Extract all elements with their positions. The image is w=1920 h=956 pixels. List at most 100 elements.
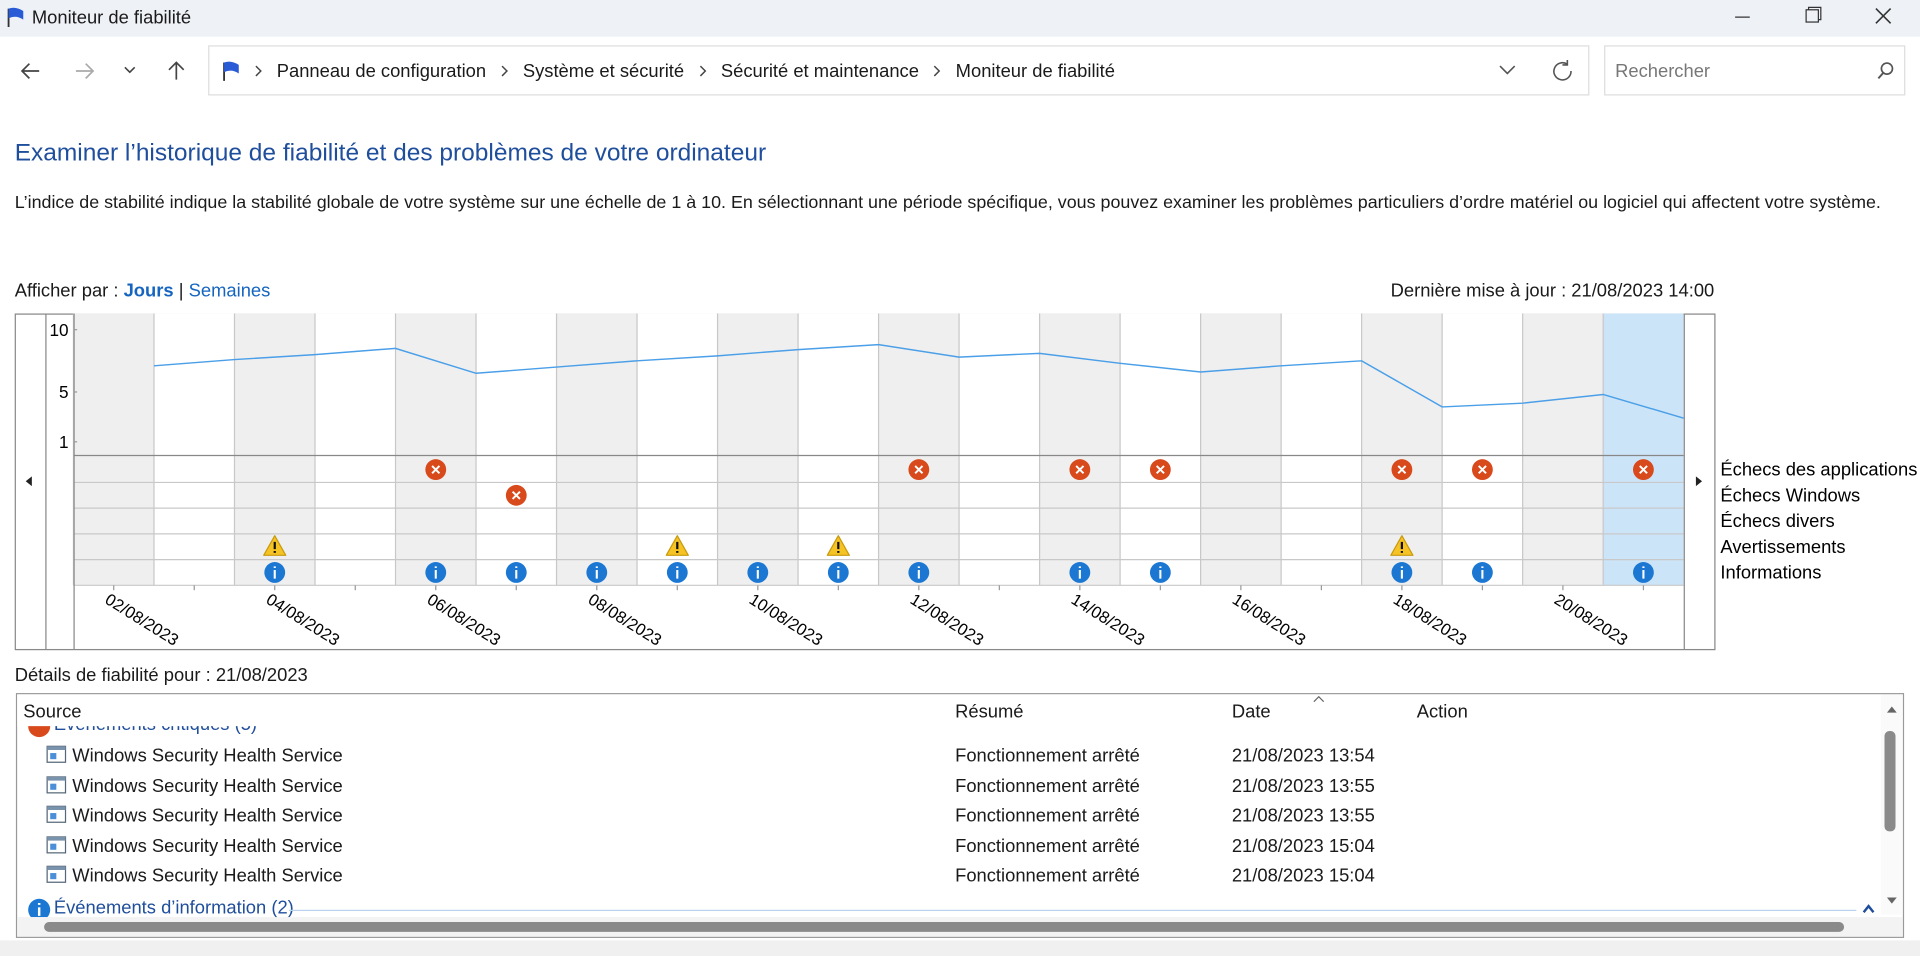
- day-column[interactable]: [959, 313, 1040, 586]
- details-table: Source Résumé Date Action Événements critiqu…: [15, 693, 1905, 938]
- crumb[interactable]: Moniteur de fiabilité: [955, 60, 1115, 82]
- collapse-button[interactable]: [1860, 901, 1877, 916]
- info-icon[interactable]: [666, 562, 688, 583]
- day-column[interactable]: [1522, 313, 1604, 586]
- day-column[interactable]: [153, 313, 235, 586]
- view-label: Afficher par :: [14, 280, 119, 302]
- cell[interactable]: Windows Security Health Service: [72, 865, 343, 887]
- error-icon[interactable]: [1149, 459, 1171, 481]
- day-column[interactable]: [315, 313, 396, 586]
- group-title[interactable]: Événements d’information (2): [53, 896, 294, 918]
- v-scroll-thumb[interactable]: [1884, 731, 1896, 832]
- scroll-left[interactable]: [25, 476, 32, 487]
- info-icon[interactable]: [1069, 562, 1091, 583]
- cell[interactable]: 21/08/2023 15:04: [1231, 865, 1375, 887]
- scroll-arrows[interactable]: [1881, 694, 1903, 914]
- column-header[interactable]: Résumé: [955, 701, 1024, 723]
- info-icon[interactable]: [747, 562, 769, 583]
- nav-buttons[interactable]: [12, 54, 196, 88]
- column-header[interactable]: Action: [1416, 701, 1468, 723]
- cell[interactable]: Windows Security Health Service: [72, 835, 343, 857]
- crumb-separator: [699, 65, 706, 77]
- group-rule: [288, 909, 1857, 911]
- group-icon: [28, 726, 51, 738]
- window-controls[interactable]: [1714, 0, 1920, 37]
- info-icon[interactable]: [505, 562, 527, 583]
- cell[interactable]: Fonctionnement arrêté: [955, 805, 1140, 827]
- error-icon[interactable]: [505, 484, 527, 506]
- day-column[interactable]: [476, 313, 557, 586]
- view-option[interactable]: Semaines: [188, 280, 271, 302]
- search-icon: [1877, 62, 1894, 80]
- day-column[interactable]: [73, 313, 154, 586]
- day-column[interactable]: [717, 313, 799, 586]
- error-icon[interactable]: [1069, 459, 1091, 481]
- cell[interactable]: Fonctionnement arrêté: [955, 745, 1140, 767]
- info-icon[interactable]: [827, 562, 849, 583]
- day-column[interactable]: [1120, 313, 1201, 586]
- cell[interactable]: Fonctionnement arrêté: [955, 775, 1140, 797]
- row-label: Échecs des applications: [1720, 459, 1917, 480]
- info-icon[interactable]: [425, 562, 447, 583]
- scroll-right[interactable]: [1695, 476, 1703, 487]
- table-header-bg: [17, 694, 1881, 727]
- day-column[interactable]: [1442, 313, 1523, 586]
- row-icon: [46, 835, 67, 853]
- day-column[interactable]: [556, 313, 638, 586]
- details-label: Détails de fiabilité pour : 21/08/2023: [14, 664, 308, 686]
- warning-icon[interactable]: [665, 535, 689, 556]
- info-icon[interactable]: [1633, 562, 1654, 583]
- stability-line: [153, 343, 1684, 419]
- day-column[interactable]: [1200, 313, 1282, 586]
- info-icon[interactable]: [908, 562, 930, 583]
- row-label: Avertissements: [1720, 536, 1845, 557]
- view-option[interactable]: Jours: [123, 280, 174, 302]
- cell[interactable]: Fonctionnement arrêté: [955, 835, 1140, 857]
- icon-glyph: [1075, 465, 1085, 474]
- cell[interactable]: Windows Security Health Service: [72, 745, 343, 767]
- column-header[interactable]: Date: [1231, 701, 1271, 723]
- cell[interactable]: Fonctionnement arrêté: [955, 865, 1140, 887]
- h-scroll-thumb[interactable]: [44, 922, 1845, 932]
- error-icon[interactable]: [1471, 459, 1493, 481]
- info-icon[interactable]: [1391, 562, 1413, 583]
- cell[interactable]: 21/08/2023 13:55: [1231, 775, 1375, 797]
- day-column[interactable]: [878, 313, 960, 586]
- day-column[interactable]: [1281, 313, 1362, 586]
- info-icon[interactable]: [1149, 562, 1171, 583]
- cell[interactable]: Windows Security Health Service: [72, 775, 343, 797]
- info-icon[interactable]: [1471, 562, 1493, 583]
- warning-icon[interactable]: [1390, 535, 1414, 556]
- icon-glyph: [1478, 465, 1487, 474]
- group-title[interactable]: Événements critiques (5): [54, 726, 257, 735]
- warning-icon[interactable]: [826, 535, 850, 556]
- error-icon[interactable]: [425, 459, 447, 481]
- row-label: Échecs divers: [1720, 510, 1834, 531]
- error-icon[interactable]: [1633, 459, 1654, 481]
- crumb-separator: [255, 65, 262, 77]
- sort-indicator: [1313, 695, 1325, 703]
- info-icon[interactable]: [586, 562, 608, 583]
- error-icon[interactable]: [908, 459, 930, 481]
- crumb[interactable]: Panneau de configuration: [276, 60, 487, 82]
- info-icon[interactable]: [264, 562, 286, 583]
- icon-glyph: [1155, 465, 1165, 474]
- error-icon[interactable]: [1391, 459, 1413, 481]
- cell[interactable]: Windows Security Health Service: [72, 805, 343, 827]
- column-header[interactable]: Source: [23, 701, 82, 723]
- icon-glyph: [431, 465, 441, 474]
- cell[interactable]: 21/08/2023 15:04: [1231, 835, 1375, 857]
- last-update: Dernière mise à jour : 21/08/2023 14:00: [1390, 280, 1715, 302]
- y-tick-label: 10: [50, 320, 69, 340]
- search-box[interactable]: [1604, 45, 1906, 96]
- cell[interactable]: 21/08/2023 13:55: [1231, 805, 1375, 827]
- cell[interactable]: 21/08/2023 13:54: [1231, 745, 1375, 767]
- crumb[interactable]: Système et sécurité: [522, 60, 685, 82]
- address-controls[interactable]: [1494, 56, 1580, 85]
- day-column[interactable]: [1603, 313, 1684, 586]
- warning-icon[interactable]: [263, 535, 287, 556]
- day-column[interactable]: [395, 313, 477, 586]
- crumb[interactable]: Sécurité et maintenance: [720, 60, 919, 82]
- address-bar[interactable]: [208, 45, 1590, 96]
